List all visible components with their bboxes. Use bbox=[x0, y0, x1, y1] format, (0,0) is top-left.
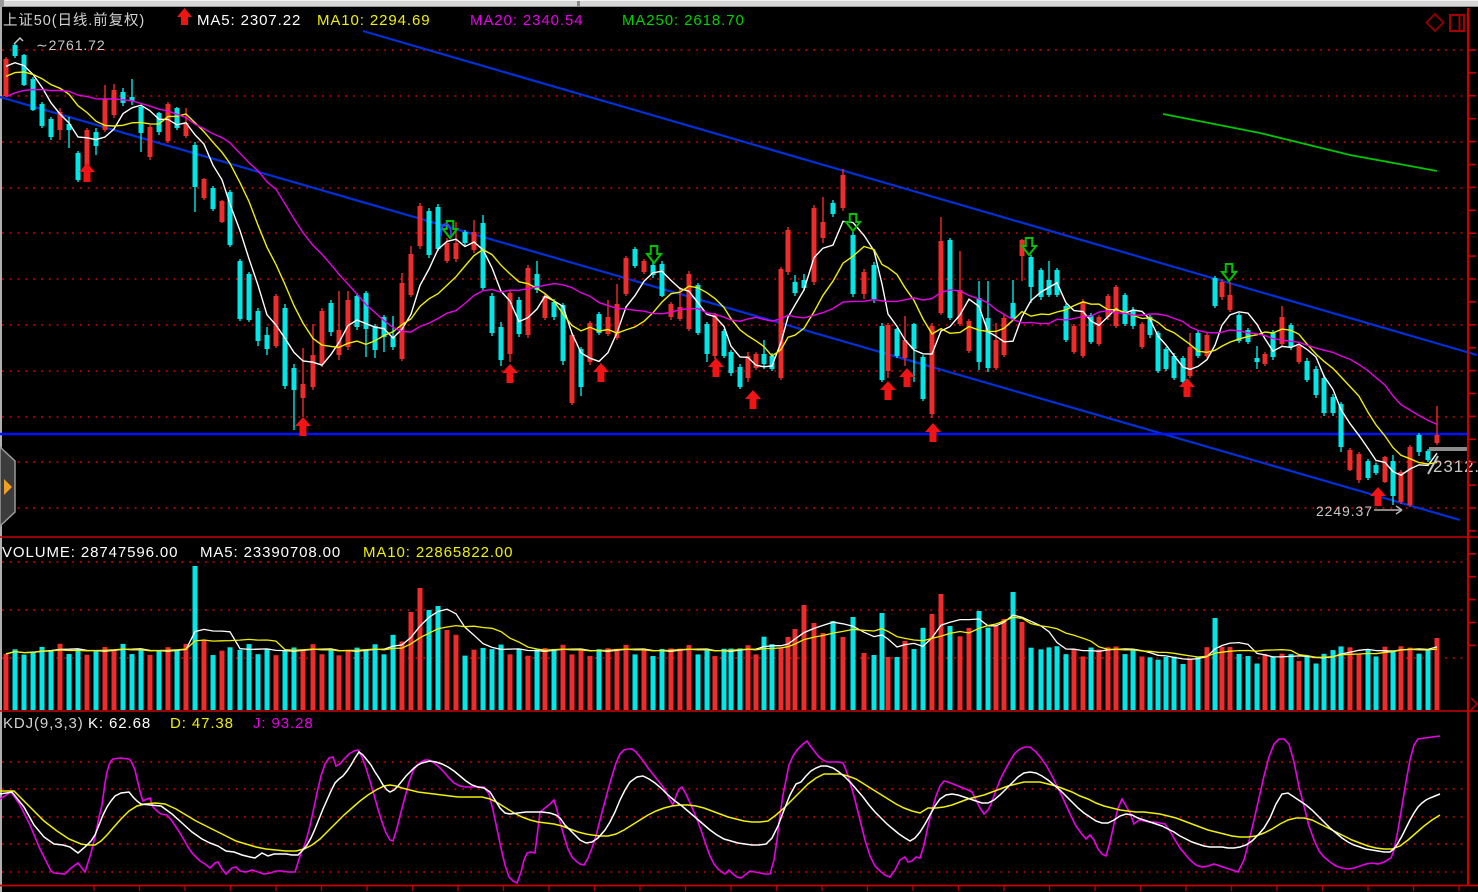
svg-text:J: 93.28: J: 93.28 bbox=[253, 715, 314, 732]
svg-text:MA250: 2618.70: MA250: 2618.70 bbox=[622, 12, 745, 29]
svg-text:MA10: 2294.69: MA10: 2294.69 bbox=[317, 12, 430, 29]
svg-text:MA5: 2307.22: MA5: 2307.22 bbox=[197, 12, 301, 29]
svg-text:∼2761.72: ∼2761.72 bbox=[36, 37, 106, 53]
svg-text:2312.: 2312. bbox=[1433, 457, 1478, 476]
svg-text:2249.37: 2249.37 bbox=[1316, 503, 1373, 519]
svg-text:VOLUME: 28747596.00: VOLUME: 28747596.00 bbox=[2, 544, 178, 561]
svg-text:MA5: 23390708.00: MA5: 23390708.00 bbox=[200, 544, 341, 561]
svg-text:K: 62.68: K: 62.68 bbox=[88, 715, 151, 732]
svg-text:KDJ(9,3,3): KDJ(9,3,3) bbox=[3, 715, 84, 732]
svg-text:上证50(日线.前复权): 上证50(日线.前复权) bbox=[3, 11, 145, 29]
svg-text:MA10: 22865822.00: MA10: 22865822.00 bbox=[363, 544, 513, 561]
svg-text:D: 47.38: D: 47.38 bbox=[170, 715, 234, 732]
svg-text:MA20: 2340.54: MA20: 2340.54 bbox=[470, 12, 583, 29]
